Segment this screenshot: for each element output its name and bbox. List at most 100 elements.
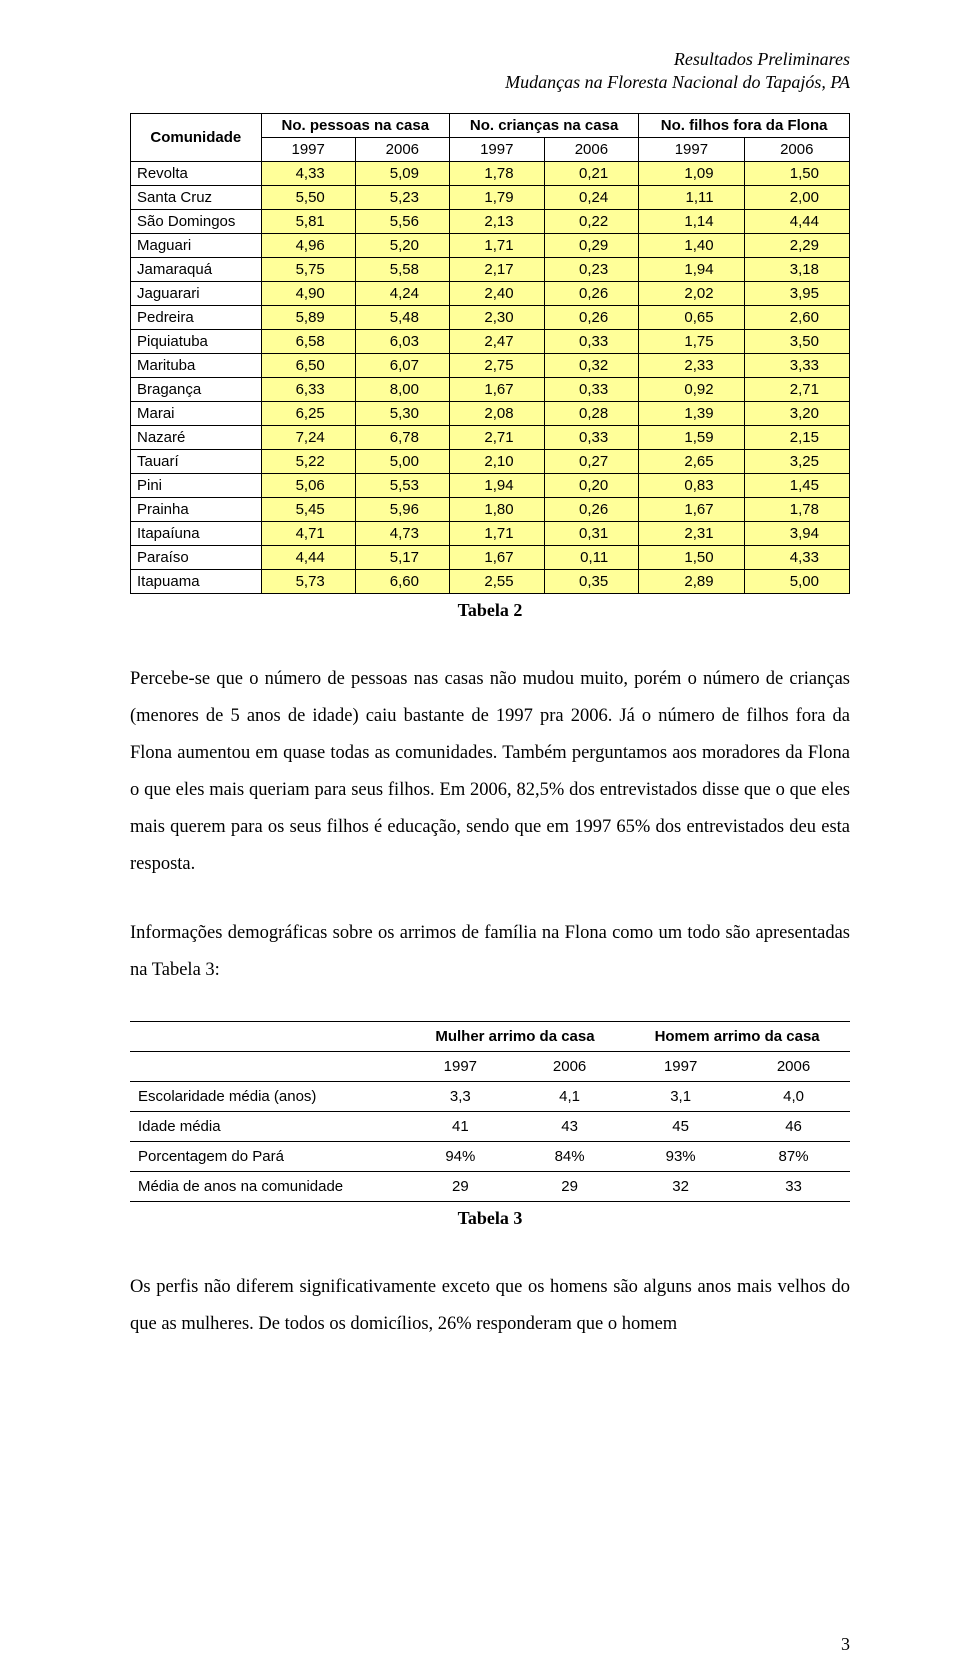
cell-community: Itapaíuna <box>131 521 262 545</box>
cell-value: 1,50 <box>744 161 849 185</box>
cell-value: 2,10 <box>449 449 544 473</box>
cell-value: 1,67 <box>449 377 544 401</box>
cell-value: 46 <box>737 1111 850 1141</box>
cell-value: 2,30 <box>449 305 544 329</box>
cell-value: 0,33 <box>544 377 639 401</box>
cell-value: 6,03 <box>355 329 449 353</box>
cell-value: 5,73 <box>261 569 355 593</box>
cell-community: Santa Cruz <box>131 185 262 209</box>
cell-value: 2,89 <box>639 569 744 593</box>
col-header-year: 1997 <box>624 1051 737 1081</box>
cell-community: Bragança <box>131 377 262 401</box>
cell-value: 1,71 <box>449 233 544 257</box>
table-row: Itapaíuna4,714,731,710,312,313,94 <box>131 521 850 545</box>
paragraph-3: Os perfis não diferem significativamente… <box>130 1269 850 1343</box>
cell-value: 1,45 <box>744 473 849 497</box>
table-row: Santa Cruz5,505,231,790,241,112,00 <box>131 185 850 209</box>
cell-value: 4,24 <box>355 281 449 305</box>
cell-value: 1,94 <box>639 257 744 281</box>
cell-value: 3,3 <box>406 1081 515 1111</box>
cell-label: Idade média <box>130 1111 406 1141</box>
col-header-blank <box>130 1051 406 1081</box>
paragraph-1: Percebe-se que o número de pessoas nas c… <box>130 661 850 883</box>
table-row: São Domingos5,815,562,130,221,144,44 <box>131 209 850 233</box>
table-3-head: Mulher arrimo da casaHomem arrimo da cas… <box>130 1021 850 1081</box>
cell-value: 0,11 <box>544 545 639 569</box>
col-header-group: No. pessoas na casa <box>261 113 449 137</box>
cell-community: Prainha <box>131 497 262 521</box>
col-header-year: 2006 <box>737 1051 850 1081</box>
cell-value: 0,35 <box>544 569 639 593</box>
cell-label: Porcentagem do Pará <box>130 1141 406 1171</box>
table-row: Paraíso4,445,171,670,111,504,33 <box>131 545 850 569</box>
cell-value: 3,94 <box>744 521 849 545</box>
table-row: Nazaré7,246,782,710,331,592,15 <box>131 425 850 449</box>
page-number: 3 <box>841 1634 850 1655</box>
cell-value: 4,33 <box>261 161 355 185</box>
cell-value: 43 <box>515 1111 624 1141</box>
col-header-year: 1997 <box>639 137 744 161</box>
cell-value: 5,00 <box>744 569 849 593</box>
col-header-comunidade: Comunidade <box>131 113 262 161</box>
cell-value: 6,25 <box>261 401 355 425</box>
cell-value: 2,13 <box>449 209 544 233</box>
cell-value: 1,71 <box>449 521 544 545</box>
cell-community: Pedreira <box>131 305 262 329</box>
paragraph-2: Informações demográficas sobre os arrimo… <box>130 915 850 989</box>
col-header-year: 1997 <box>449 137 544 161</box>
table-2-head: ComunidadeNo. pessoas na casaNo. criança… <box>131 113 850 161</box>
cell-community: Itapuama <box>131 569 262 593</box>
table-row: Bragança6,338,001,670,330,922,71 <box>131 377 850 401</box>
cell-value: 5,30 <box>355 401 449 425</box>
cell-value: 2,00 <box>744 185 849 209</box>
cell-value: 1,50 <box>639 545 744 569</box>
cell-community: Tauarí <box>131 449 262 473</box>
cell-value: 1,59 <box>639 425 744 449</box>
table-row: Idade média41434546 <box>130 1111 850 1141</box>
col-header-group: No. filhos fora da Flona <box>639 113 850 137</box>
cell-value: 4,71 <box>261 521 355 545</box>
cell-community: Pini <box>131 473 262 497</box>
cell-value: 2,40 <box>449 281 544 305</box>
cell-value: 5,20 <box>355 233 449 257</box>
cell-value: 1,39 <box>639 401 744 425</box>
cell-value: 29 <box>406 1171 515 1201</box>
table-2-caption: Tabela 2 <box>130 600 850 621</box>
cell-value: 5,81 <box>261 209 355 233</box>
cell-community: Jamaraquá <box>131 257 262 281</box>
cell-value: 6,07 <box>355 353 449 377</box>
cell-value: 3,20 <box>744 401 849 425</box>
cell-label: Média de anos na comunidade <box>130 1171 406 1201</box>
cell-value: 0,33 <box>544 329 639 353</box>
cell-value: 5,17 <box>355 545 449 569</box>
cell-value: 1,80 <box>449 497 544 521</box>
cell-value: 6,50 <box>261 353 355 377</box>
cell-value: 1,14 <box>639 209 744 233</box>
cell-value: 45 <box>624 1111 737 1141</box>
cell-value: 2,08 <box>449 401 544 425</box>
cell-value: 93% <box>624 1141 737 1171</box>
cell-value: 5,56 <box>355 209 449 233</box>
cell-community: Marituba <box>131 353 262 377</box>
cell-value: 0,27 <box>544 449 639 473</box>
cell-value: 3,50 <box>744 329 849 353</box>
cell-value: 2,15 <box>744 425 849 449</box>
table-row: Pedreira5,895,482,300,260,652,60 <box>131 305 850 329</box>
cell-value: 2,02 <box>639 281 744 305</box>
cell-value: 5,06 <box>261 473 355 497</box>
cell-value: 2,75 <box>449 353 544 377</box>
cell-value: 5,75 <box>261 257 355 281</box>
col-header-group: No. crianças na casa <box>449 113 638 137</box>
cell-value: 0,31 <box>544 521 639 545</box>
cell-value: 32 <box>624 1171 737 1201</box>
cell-value: 6,33 <box>261 377 355 401</box>
cell-value: 4,96 <box>261 233 355 257</box>
cell-value: 0,33 <box>544 425 639 449</box>
cell-value: 6,58 <box>261 329 355 353</box>
cell-value: 94% <box>406 1141 515 1171</box>
cell-value: 4,1 <box>515 1081 624 1111</box>
cell-value: 41 <box>406 1111 515 1141</box>
cell-label: Escolaridade média (anos) <box>130 1081 406 1111</box>
table-2-body: Revolta4,335,091,780,211,091,50Santa Cru… <box>131 161 850 593</box>
col-header-blank <box>130 1021 406 1051</box>
